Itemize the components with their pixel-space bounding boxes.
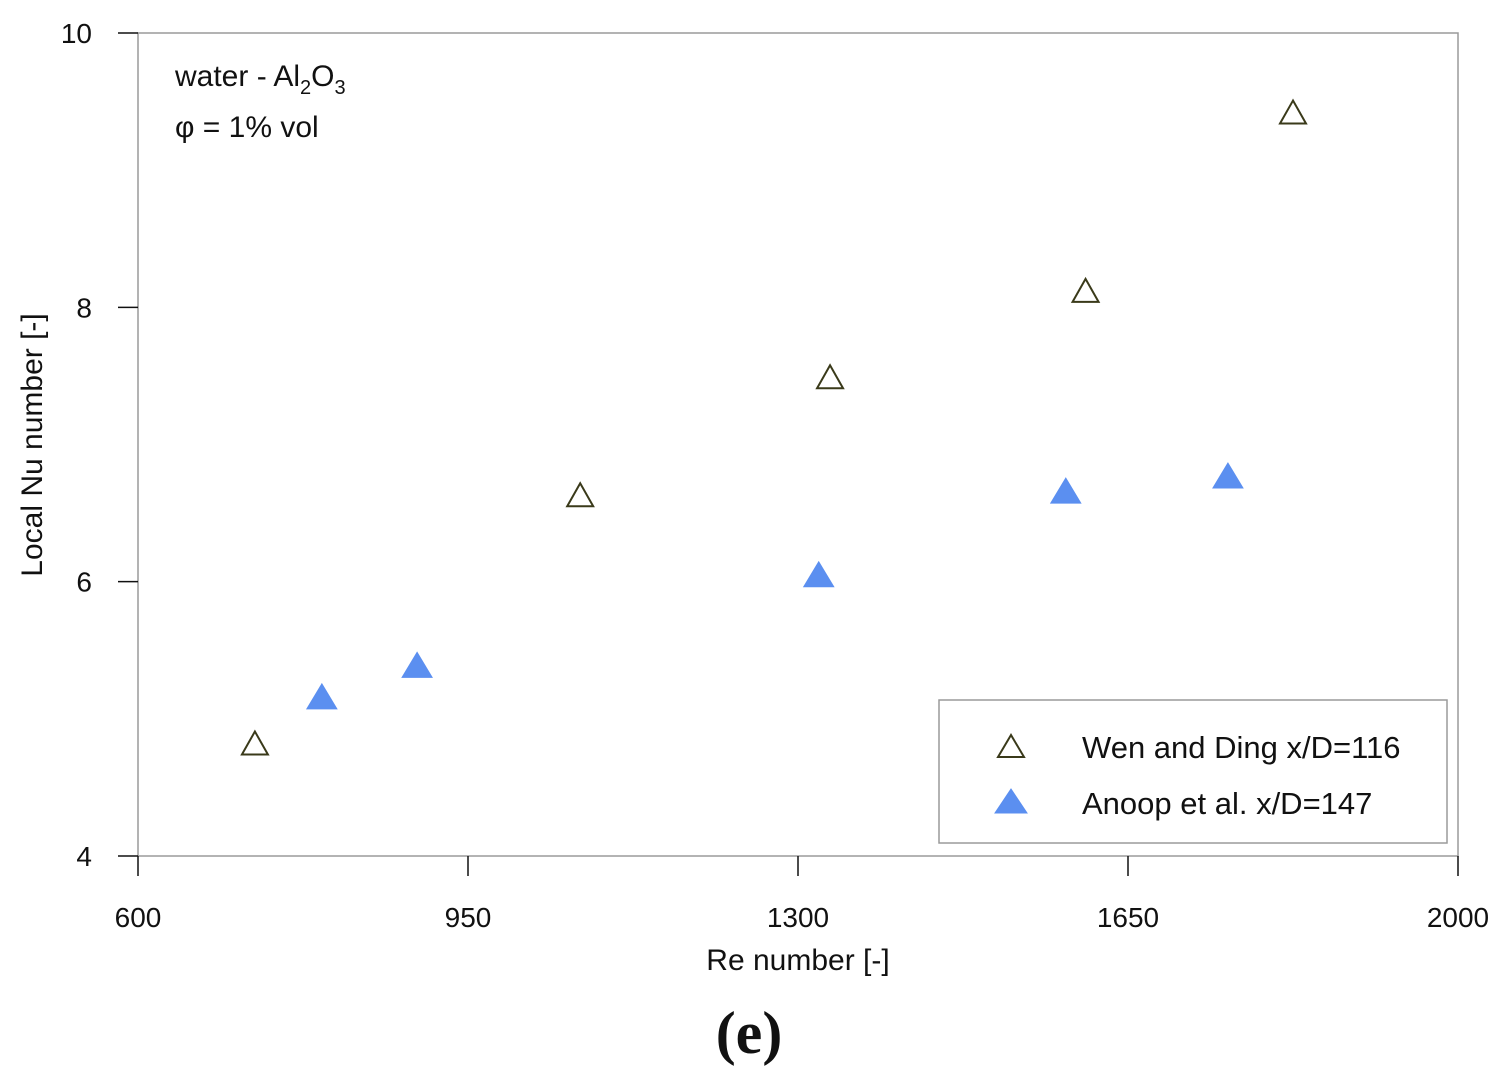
- y-tick-label-1: 6: [76, 567, 92, 598]
- annotation-fluid: water - Al2O3: [174, 60, 346, 99]
- legend-label-anoop: Anoop et al. x/D=147: [1082, 786, 1372, 821]
- x-axis-title: Re number [-]: [706, 944, 889, 977]
- point-series0-1: [565, 481, 595, 508]
- point-series1-4: [1212, 462, 1244, 489]
- point-series0-2: [815, 363, 845, 390]
- legend-marker-wen-ding: [996, 733, 1026, 758]
- legend: Wen and Ding x/D=116 Anoop et al. x/D=14…: [938, 699, 1448, 844]
- panel-label: (e): [716, 1000, 783, 1066]
- point-series1-3: [1049, 477, 1082, 504]
- y-axis: 4 6 8 10: [61, 18, 138, 872]
- y-tick-label-3: 10: [61, 18, 92, 49]
- x-tick-label-4: 2000: [1427, 902, 1489, 933]
- point-series0-3: [1070, 276, 1101, 303]
- x-tick-label-1: 950: [445, 902, 492, 933]
- y-tick-label-2: 8: [76, 292, 92, 323]
- legend-box: [938, 699, 1448, 844]
- x-tick-label-0: 600: [115, 902, 162, 933]
- legend-label-wen-ding: Wen and Ding x/D=116: [1082, 730, 1401, 765]
- x-axis: 600 950 1300 1650 2000: [115, 856, 1489, 933]
- data-points: [240, 98, 1308, 756]
- point-series1-0: [305, 682, 338, 710]
- point-series0-4: [1278, 98, 1308, 125]
- point-series1-1: [401, 651, 433, 678]
- point-series0-0: [240, 729, 270, 756]
- point-series1-2: [802, 560, 835, 588]
- x-tick-label-3: 1650: [1097, 902, 1159, 933]
- legend-marker-anoop: [994, 788, 1028, 814]
- x-tick-label-2: 1300: [767, 902, 829, 933]
- y-tick-label-0: 4: [76, 841, 92, 872]
- y-axis-title: Local Nu number [-]: [16, 313, 49, 576]
- annotation-fraction: φ = 1% vol: [175, 111, 319, 144]
